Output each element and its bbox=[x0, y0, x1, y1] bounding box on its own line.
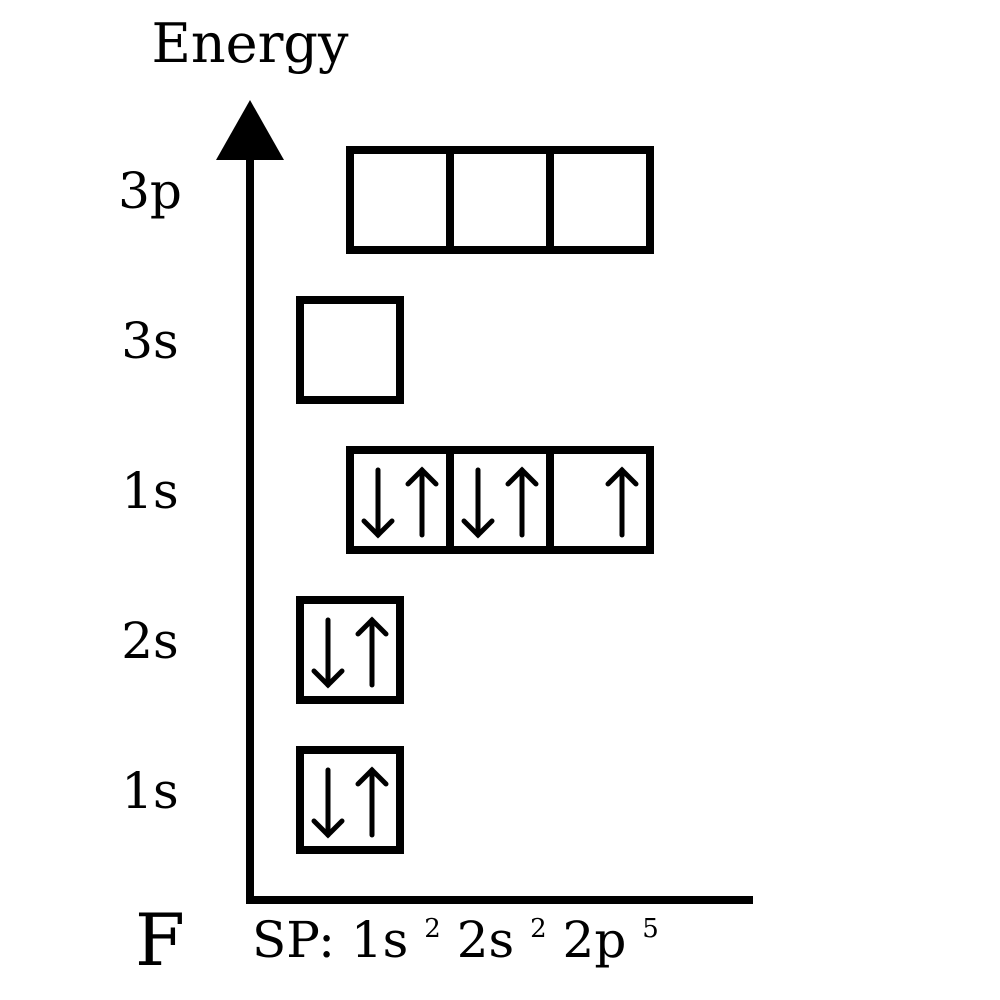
electron-up-arrow-icon bbox=[355, 766, 389, 838]
level-labels: 3p 3s 1s 2s 1s bbox=[118, 162, 182, 820]
electron-down-arrow-icon bbox=[311, 767, 345, 839]
orbital-box-2s bbox=[296, 596, 404, 704]
electron-up-arrow-icon bbox=[505, 466, 539, 538]
electron-arrows bbox=[311, 466, 639, 839]
level-label-3p: 3p bbox=[118, 162, 182, 220]
electron-up-arrow-icon bbox=[355, 616, 389, 688]
level-label-1s: 1s bbox=[121, 762, 178, 820]
configuration-prefix: SP: bbox=[252, 911, 351, 969]
electron-down-arrow-icon bbox=[461, 467, 495, 539]
element-symbol: F bbox=[135, 898, 185, 982]
orbital-box-middle-1s bbox=[346, 446, 654, 554]
energy-axis: Energy bbox=[151, 12, 753, 904]
electron-up-arrow-icon bbox=[405, 466, 439, 538]
level-label-3s: 3s bbox=[121, 312, 178, 370]
configuration-term-1s: 1s bbox=[351, 911, 408, 969]
energy-axis-arrowhead bbox=[216, 100, 284, 160]
level-label-2s: 2s bbox=[121, 612, 178, 670]
electron-up-arrow-icon bbox=[605, 466, 639, 538]
electron-down-arrow-icon bbox=[361, 467, 395, 539]
electron-configuration: SP: 1s 2 2s 2 2p 5 bbox=[252, 891, 659, 969]
configuration-sup-1s: 2 bbox=[424, 914, 441, 944]
configuration-sup-2p: 5 bbox=[642, 914, 659, 944]
configuration-term-2p: 2p bbox=[563, 911, 627, 969]
level-label-middle-1s: 1s bbox=[121, 462, 178, 520]
orbital-box-1s bbox=[296, 746, 404, 854]
configuration-sup-2s: 2 bbox=[530, 914, 547, 944]
orbital-box-3s bbox=[296, 296, 404, 404]
energy-axis-label: Energy bbox=[151, 12, 349, 75]
orbital-box-3p bbox=[346, 146, 654, 254]
electron-down-arrow-icon bbox=[311, 617, 345, 689]
orbital-boxes bbox=[296, 146, 654, 854]
configuration-term-2s: 2s bbox=[457, 911, 514, 969]
